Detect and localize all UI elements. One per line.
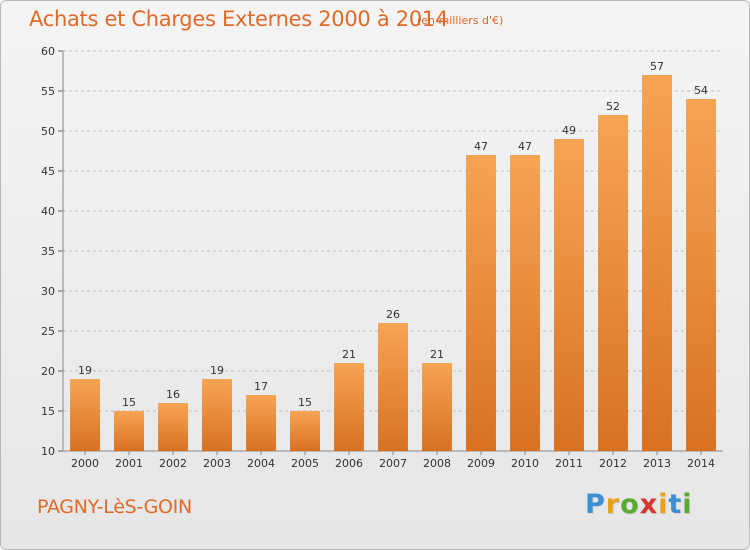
bar (642, 75, 672, 451)
y-tick-label: 55 (41, 85, 55, 98)
x-tick-label: 2007 (379, 457, 407, 470)
bar (510, 155, 540, 451)
x-tick-label: 2001 (115, 457, 143, 470)
bar-value-label: 16 (166, 388, 180, 401)
logo-letter: r (605, 489, 621, 520)
x-tick-label: 2008 (423, 457, 451, 470)
bar-value-label: 19 (78, 364, 92, 377)
x-tick-label: 2006 (335, 457, 363, 470)
logo-letter: P (585, 489, 606, 520)
bar (598, 115, 628, 451)
y-tick-label: 30 (41, 285, 55, 298)
bar (466, 155, 496, 451)
bar (246, 395, 276, 451)
x-tick-label: 2013 (643, 457, 671, 470)
bar (114, 411, 144, 451)
x-tick-label: 2014 (687, 457, 715, 470)
x-tick-label: 2009 (467, 457, 495, 470)
logo-letter: x (639, 489, 659, 520)
logo-letter: i (682, 489, 693, 520)
y-tick-label: 60 (41, 45, 55, 58)
x-tick-label: 2002 (159, 457, 187, 470)
bar (334, 363, 364, 451)
bar-value-label: 17 (254, 380, 268, 393)
x-tick-label: 2000 (71, 457, 99, 470)
bar (290, 411, 320, 451)
y-tick-label: 50 (41, 125, 55, 138)
bar-value-label: 21 (430, 348, 444, 361)
bar-value-label: 57 (650, 60, 664, 73)
bar (422, 363, 452, 451)
bar (158, 403, 188, 451)
y-tick-label: 10 (41, 445, 55, 458)
bar-value-label: 19 (210, 364, 224, 377)
place-name: PAGNY-LèS-GOIN (37, 496, 192, 518)
bar-value-label: 15 (122, 396, 136, 409)
bar-value-label: 47 (518, 140, 532, 153)
chart-title: Achats et Charges Externes 2000 à 2014 (29, 7, 449, 31)
y-tick-label: 15 (41, 405, 55, 418)
bar (70, 379, 100, 451)
bar-value-label: 52 (606, 100, 620, 113)
x-tick-label: 2012 (599, 457, 627, 470)
x-tick-label: 2005 (291, 457, 319, 470)
bar (202, 379, 232, 451)
bar-value-label: 15 (298, 396, 312, 409)
x-tick-label: 2003 (203, 457, 231, 470)
x-tick-label: 2004 (247, 457, 275, 470)
logo-letter: o (620, 489, 640, 520)
bar-value-label: 21 (342, 348, 356, 361)
x-tick-label: 2011 (555, 457, 583, 470)
y-tick-label: 35 (41, 245, 55, 258)
bar-value-label: 49 (562, 124, 576, 137)
logo-letter: t (668, 489, 683, 520)
bar-value-label: 26 (386, 308, 400, 321)
bar (378, 323, 408, 451)
proxiti-logo[interactable]: Proxiti (585, 489, 693, 520)
y-tick-label: 25 (41, 325, 55, 338)
bar-value-label: 54 (694, 84, 708, 97)
y-tick-label: 45 (41, 165, 55, 178)
bar-value-label: 47 (474, 140, 488, 153)
bar (686, 99, 716, 451)
y-tick-label: 20 (41, 365, 55, 378)
y-tick-label: 40 (41, 205, 55, 218)
x-tick-label: 2010 (511, 457, 539, 470)
logo-letter: i (658, 489, 669, 520)
chart-subtitle: (en milliers d'€) (417, 14, 504, 27)
bar (554, 139, 584, 451)
